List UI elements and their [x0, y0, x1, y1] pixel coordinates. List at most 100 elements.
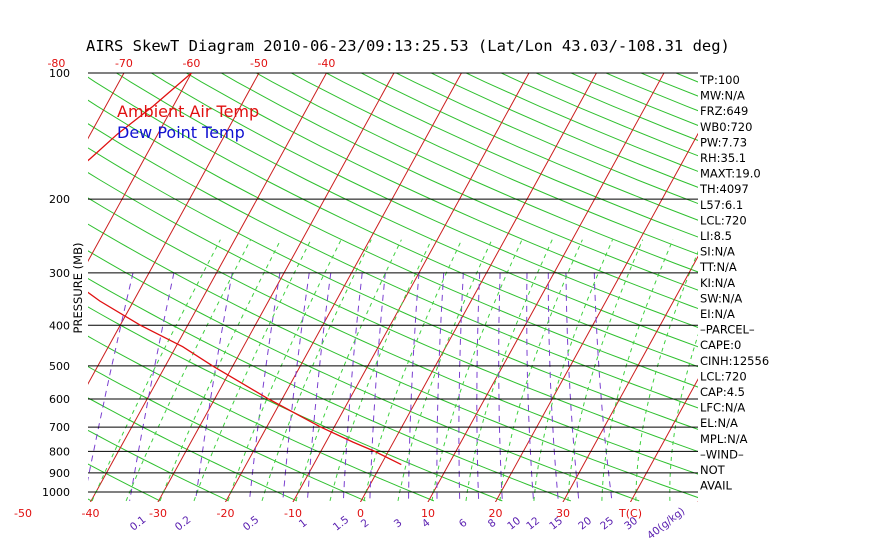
mixing-ratio-label: 40(g/kg)	[645, 505, 687, 542]
isotherm-line	[224, 73, 463, 502]
bottom-temp-tick-label: -10	[284, 507, 302, 520]
isotherm-line	[562, 255, 698, 502]
index-entry: SI:N/A	[700, 245, 735, 259]
index-entry: PW:7.73	[700, 135, 747, 149]
dry-adiabats	[88, 54, 870, 502]
isotherm-line	[292, 73, 530, 502]
top-temp-tick-label: -70	[115, 57, 133, 70]
isotherm-line	[359, 73, 598, 502]
isotherm-line	[763, 68, 870, 507]
mixing-ratio-label: 1	[297, 517, 310, 531]
index-entry: TP:100	[699, 73, 740, 87]
pressure-tick-label: 900	[49, 467, 70, 480]
index-entry: L57:6.1	[700, 198, 743, 212]
dry-adiabat-line	[220, 73, 698, 291]
index-entry: CAP:4.5	[700, 385, 745, 399]
top-temp-tick-label: -80	[47, 57, 65, 70]
dry-adiabat-line	[663, 54, 870, 501]
mixing-ratio-line	[88, 272, 134, 482]
moist-adiabat-line	[431, 239, 523, 501]
dry-adiabat-line	[88, 250, 640, 502]
moist-adiabat-line	[635, 250, 698, 501]
index-entry: LCL:720	[700, 369, 747, 383]
index-entry: TT:N/A	[699, 260, 737, 274]
dry-adiabat-line	[88, 99, 698, 388]
dry-adiabat-line	[88, 366, 366, 502]
dry-adiabat-line	[255, 73, 698, 273]
index-entry: MPL:N/A	[700, 432, 748, 446]
mixing-ratio-line	[565, 272, 580, 501]
index-entry: CAPE:0	[700, 338, 741, 352]
mixing-ratio-line	[458, 272, 464, 501]
moist-adiabat-line	[669, 333, 698, 501]
mixing-ratio-label: 25	[598, 515, 616, 533]
pressure-tick-label: 100	[49, 67, 70, 80]
mixing-ratio-line	[547, 272, 559, 501]
isotherm-line	[0, 68, 59, 507]
profile-series	[88, 73, 402, 466]
isotherm-line	[494, 132, 698, 502]
mixing-ratio-label: 0.5	[241, 514, 262, 534]
mixing-ratio-line	[129, 272, 175, 501]
moist-adiabat-line	[465, 239, 553, 501]
moist-adiabat-line	[567, 239, 644, 501]
mixing-ratio-line	[476, 272, 481, 501]
isotherm-line	[88, 73, 193, 263]
bottom-temp-tick-label: 10	[421, 507, 435, 520]
legend-entry: Ambient Air Temp	[117, 102, 259, 121]
dry-adiabat-line	[325, 73, 698, 238]
pressure-tick-label: 600	[49, 393, 70, 406]
index-entry: WB0:720	[700, 120, 752, 134]
dry-adiabat-line	[534, 73, 698, 141]
index-entry: FRZ:649	[700, 104, 748, 118]
index-entry: TH:4097	[699, 182, 749, 196]
pressure-tick-label: 200	[49, 193, 70, 206]
axis-ticks: 1002003004005006007008009001000-120-110-…	[14, 57, 687, 542]
top-temp-tick-label: -50	[250, 57, 268, 70]
mixing-ratio-label: 1.5	[331, 514, 352, 534]
moist-adiabat-line	[499, 239, 583, 501]
dry-adiabat-line	[88, 306, 503, 502]
moist-adiabat-line	[193, 239, 312, 502]
dry-adiabat-line	[88, 335, 435, 502]
isotherm-line	[427, 73, 665, 502]
mixing-ratio-label: 6	[457, 517, 470, 531]
isotherm-line	[89, 73, 328, 502]
pressure-tick-label: 1000	[42, 486, 70, 499]
bottom-temp-tick-label: 20	[489, 507, 503, 520]
mixing-ratio-line	[369, 272, 386, 501]
index-entry: –WIND–	[700, 447, 744, 461]
index-entry: KI:N/A	[700, 276, 735, 290]
moist-adiabat-line	[91, 239, 221, 502]
index-entry: SW:N/A	[700, 291, 742, 305]
dry-adiabat-line	[88, 397, 298, 502]
mixing-ratio-label: 0.1	[128, 514, 149, 534]
mixing-ratio-line	[282, 272, 310, 501]
mixing-ratio-line	[306, 272, 332, 501]
index-entry: NOT	[700, 463, 726, 477]
mixing-ratio-line	[593, 272, 613, 501]
isobars	[88, 72, 698, 493]
dry-adiabat-line	[290, 73, 698, 255]
index-entry: –PARCEL–	[700, 323, 755, 337]
mixing-ratio-line	[526, 272, 534, 501]
pressure-tick-label: 300	[49, 267, 70, 280]
y-axis-label: PRESSURE (MB)	[71, 243, 85, 334]
mixing-ratio-label: 10	[505, 515, 523, 533]
mixing-ratio-line	[498, 272, 503, 501]
dry-adiabat-line	[88, 463, 161, 502]
pressure-tick-label: 400	[49, 319, 70, 332]
dry-adiabat-line	[88, 76, 698, 368]
index-entry: LCL:720	[700, 213, 747, 227]
index-entry: EL:N/A	[700, 416, 738, 430]
dry-adiabat-line	[569, 73, 698, 126]
moist-adiabat-line	[397, 239, 493, 501]
mixing-ratio-label: 3	[392, 517, 405, 531]
bottom-temp-tick-label: T(C)	[618, 507, 642, 520]
dry-adiabat-line	[88, 123, 698, 409]
dry-adiabat-line	[115, 73, 698, 348]
moist-adiabat-line	[125, 239, 252, 502]
bottom-temp-tick-label: 0	[357, 507, 364, 520]
legend: Ambient Air Temp Dew Point Temp	[117, 102, 259, 142]
